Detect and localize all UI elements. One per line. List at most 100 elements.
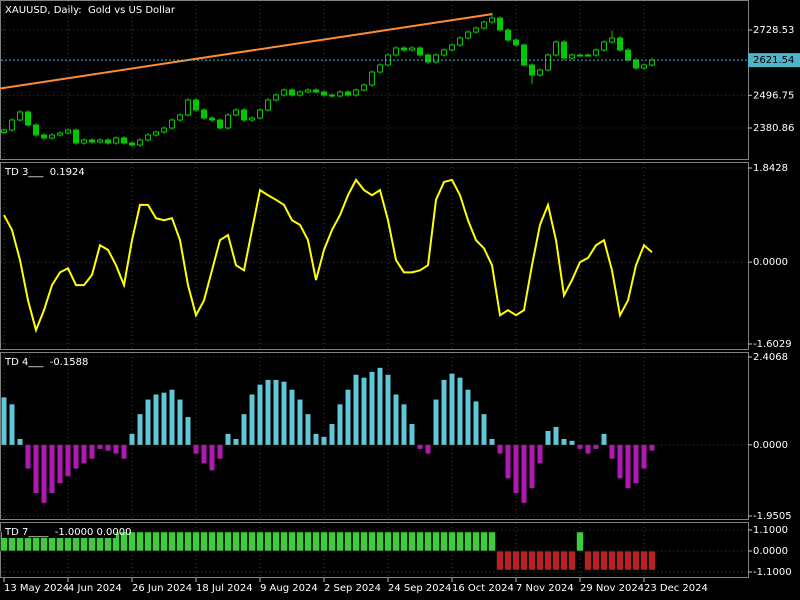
candle-body xyxy=(393,47,399,56)
candle-body xyxy=(65,129,71,134)
signal-bar xyxy=(344,531,352,552)
signal-bar xyxy=(152,531,160,552)
candle-body xyxy=(465,31,471,39)
histogram-bar xyxy=(113,444,119,454)
signal-bar xyxy=(200,531,208,552)
histogram-bar xyxy=(201,444,207,464)
histogram-bar xyxy=(265,379,271,445)
histogram-bar xyxy=(497,444,503,454)
candle-body xyxy=(369,71,375,86)
histogram-bar xyxy=(609,444,615,459)
signal-bar xyxy=(592,550,600,571)
candle-body xyxy=(89,139,95,143)
x-tick-label: 9 Aug 2024 xyxy=(260,583,318,594)
histogram-bar xyxy=(545,430,551,445)
histogram-bar xyxy=(505,444,511,479)
histogram-bar xyxy=(361,377,367,445)
panel-title: TD 4___ -0.1588 xyxy=(4,357,88,368)
candle-body xyxy=(185,99,191,116)
label-backdrop xyxy=(2,526,116,538)
candle-body xyxy=(113,137,119,144)
histogram-bar xyxy=(377,367,383,445)
candle-body xyxy=(521,44,527,66)
histogram-bar xyxy=(97,444,103,449)
histogram-bar xyxy=(561,438,567,445)
histogram-bar xyxy=(473,401,479,445)
signal-bar xyxy=(336,531,344,552)
x-tick-label: 13 May 2024 xyxy=(4,583,69,594)
signal-bar xyxy=(160,531,168,552)
candle-body xyxy=(25,111,31,126)
signal-bar xyxy=(288,531,296,552)
signal-bar xyxy=(616,550,624,571)
candle-body xyxy=(321,91,327,96)
candle-body xyxy=(137,139,143,146)
histogram-bar xyxy=(185,417,191,445)
histogram-bar xyxy=(169,389,175,445)
x-tick-label: 24 Sep 2024 xyxy=(388,583,451,594)
candle-body xyxy=(193,99,199,111)
histogram-bar xyxy=(321,436,327,445)
histogram-bar xyxy=(369,371,375,445)
signal-bar xyxy=(544,550,552,571)
candle-body xyxy=(537,69,543,76)
histogram-bar xyxy=(633,444,639,484)
histogram-bar xyxy=(313,433,319,445)
histogram-bar xyxy=(225,433,231,445)
signal-bar xyxy=(432,531,440,552)
candle-body xyxy=(209,117,215,121)
y-tick-label: 2496.75 xyxy=(753,90,794,101)
signal-bar xyxy=(144,531,152,552)
price-label-box xyxy=(748,53,800,68)
histogram-bar xyxy=(401,404,407,445)
y-tick-label: -1.9505 xyxy=(753,511,792,522)
candle-body xyxy=(361,84,367,91)
plot-layer xyxy=(0,0,752,582)
histogram-bar xyxy=(337,404,343,445)
histogram-bar xyxy=(417,444,423,449)
candle-body xyxy=(241,109,247,121)
histogram-bar xyxy=(17,438,23,445)
signal-bar xyxy=(464,531,472,552)
x-tick-label: 23 Dec 2024 xyxy=(644,583,708,594)
histogram-bar xyxy=(465,389,471,445)
histogram-bar xyxy=(161,392,167,445)
candle-body xyxy=(577,54,583,57)
candle-body xyxy=(73,129,79,144)
histogram-bar xyxy=(393,394,399,445)
histogram-bar xyxy=(425,444,431,454)
histogram-bar xyxy=(441,379,447,445)
histogram-bar xyxy=(601,433,607,445)
candle-body xyxy=(497,17,503,31)
candle-body xyxy=(161,127,167,133)
candle-body xyxy=(457,37,463,46)
histogram-bar xyxy=(281,381,287,445)
candle-body xyxy=(297,91,303,96)
signal-bar xyxy=(648,550,656,571)
candle-body xyxy=(593,49,599,56)
signal-bar xyxy=(168,531,176,552)
candle-body xyxy=(281,89,287,96)
candle-body xyxy=(569,54,575,59)
y-tick-label: 0.0000 xyxy=(753,546,788,557)
candle-body xyxy=(9,119,15,131)
candle-body xyxy=(441,49,447,56)
histogram-bar xyxy=(353,374,359,445)
histogram-bar xyxy=(41,444,47,503)
histogram-bar xyxy=(193,444,199,454)
candle-body xyxy=(329,94,335,97)
histogram-bar xyxy=(9,404,15,445)
histogram-bar xyxy=(569,440,575,445)
trendline xyxy=(0,13,493,90)
histogram-bar xyxy=(249,394,255,445)
histogram-bar xyxy=(65,444,71,477)
signal-bar xyxy=(136,531,144,552)
signal-bar xyxy=(216,531,224,552)
histogram-bar xyxy=(145,399,151,445)
signal-bar xyxy=(640,550,648,571)
signal-bar xyxy=(448,531,456,552)
signal-bar xyxy=(224,531,232,552)
histogram-bar xyxy=(233,438,239,445)
histogram-bar xyxy=(457,377,463,445)
histogram-bar xyxy=(137,414,143,445)
